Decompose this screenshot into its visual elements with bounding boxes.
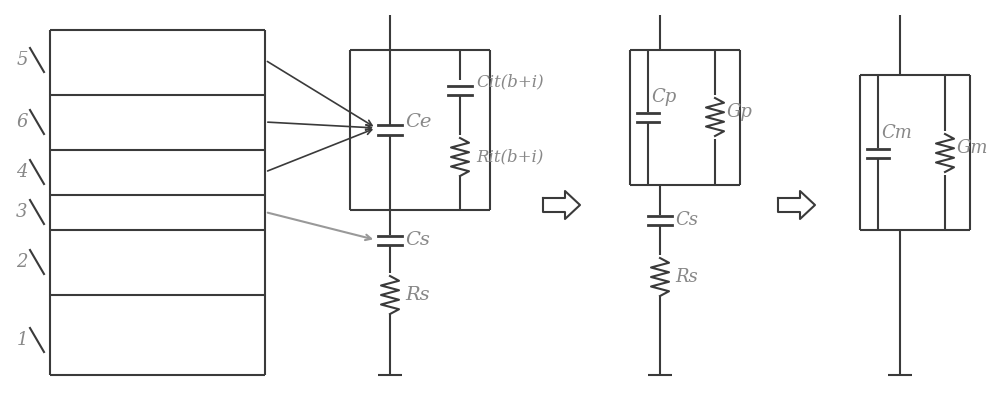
Text: 4: 4 xyxy=(16,163,28,181)
Text: Cm: Cm xyxy=(881,124,912,142)
Text: 2: 2 xyxy=(16,253,28,271)
Text: Cs: Cs xyxy=(675,211,698,229)
Text: Ce: Ce xyxy=(405,113,431,131)
Text: Cit(b+i): Cit(b+i) xyxy=(476,73,544,90)
Text: Rit(b+i): Rit(b+i) xyxy=(476,149,543,166)
Text: Gp: Gp xyxy=(727,103,753,121)
Text: Rs: Rs xyxy=(405,286,430,304)
Text: Rs: Rs xyxy=(675,268,698,286)
Text: 6: 6 xyxy=(16,113,28,131)
Text: Gm: Gm xyxy=(957,139,988,157)
Text: 1: 1 xyxy=(16,331,28,349)
Text: 5: 5 xyxy=(16,51,28,69)
Text: 3: 3 xyxy=(16,203,28,221)
Text: Cs: Cs xyxy=(405,231,430,249)
Text: Cp: Cp xyxy=(651,88,676,106)
